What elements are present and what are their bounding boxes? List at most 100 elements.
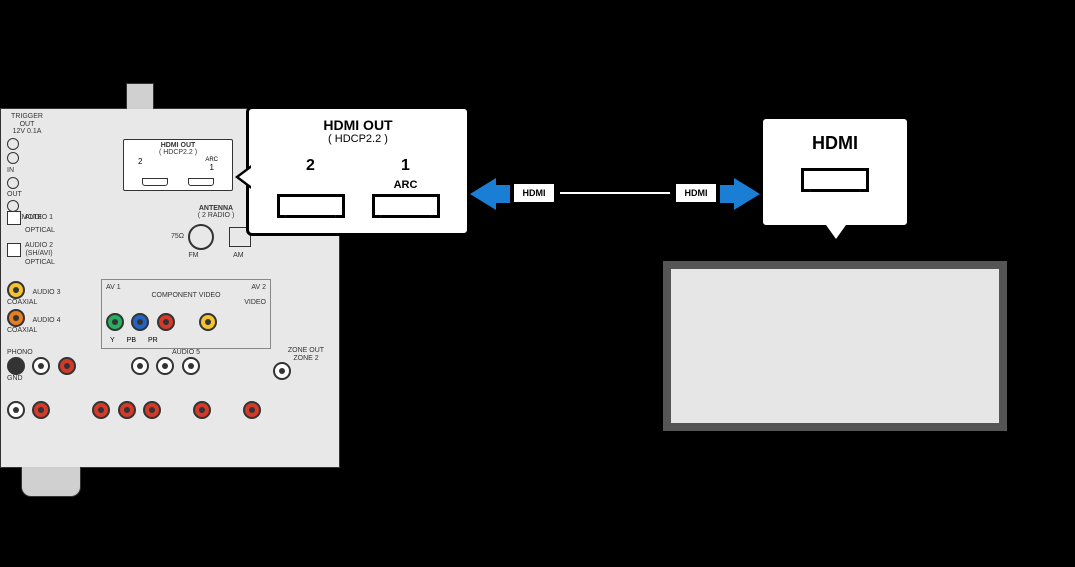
b3 — [92, 401, 110, 419]
trigger-out-label: TRIGGER OUT — [7, 113, 47, 128]
hdmi-out-port-1-num: 1 — [401, 157, 410, 175]
hdmi-small-port-1 — [188, 178, 214, 186]
arrow-to-tv — [734, 178, 760, 210]
hdmi-small-num-2: 2 — [138, 157, 142, 172]
av2-label: AV 2 — [251, 284, 266, 292]
b5 — [143, 401, 161, 419]
receiver-foot — [21, 467, 81, 497]
zone2-label: ZONE 2 — [273, 355, 339, 363]
audio4-label: AUDIO 4 — [32, 317, 60, 324]
optical-label-2: OPTICAL — [25, 259, 87, 267]
hdmi-small-num-1: 1 — [209, 163, 213, 172]
av1-label: AV 1 — [106, 284, 121, 292]
tv — [660, 258, 1010, 464]
hdmi-out-subtitle: ( HDCP2.2 ) — [249, 133, 467, 145]
zone-out-group: ZONE OUT ZONE 2 — [273, 347, 339, 381]
audio2-label: AUDIO 2 — [25, 242, 53, 250]
tv-stand-base — [705, 442, 965, 448]
audio5-group: AUDIO 5 — [131, 349, 241, 375]
hdmi-plug-right-label: HDMI — [685, 188, 708, 198]
hdmi-plug-left-label: HDMI — [523, 188, 546, 198]
trigger-out-group: TRIGGER OUT 12V 0.1A — [7, 113, 47, 166]
hdmi-out-small-sub: ( HDCP2.2 ) — [124, 149, 232, 157]
hdmi-plug-right: HDMI — [674, 182, 718, 204]
hdmi-out-port-1-arc: ARC — [394, 179, 418, 192]
audio3-label: AUDIO 3 — [32, 289, 60, 296]
optical-1 — [7, 211, 21, 225]
remote-in-label: IN — [7, 167, 47, 175]
gnd-label: GND — [7, 375, 97, 383]
audio5-label: AUDIO 5 — [131, 349, 241, 357]
tv-hdmi-port — [801, 168, 869, 192]
phono-l — [32, 357, 50, 375]
arrow-to-receiver — [470, 178, 496, 210]
fm-coax-jack — [188, 224, 214, 250]
y-label: Y — [110, 337, 115, 344]
callout-pointer-down — [823, 225, 849, 243]
a5-2l — [156, 357, 174, 375]
pb-label: PB — [127, 337, 136, 344]
phono-group: PHONO GND — [7, 349, 97, 383]
hdmi-out-port-2 — [277, 194, 345, 218]
coaxial-label-1: COAXIAL — [7, 299, 87, 307]
tv-hdmi-callout: HDMI — [760, 116, 910, 228]
trigger-out-sub: 12V 0.1A — [7, 128, 47, 136]
tv-stand-neck — [810, 434, 860, 442]
hdmi-out-small-title: HDMI OUT — [124, 142, 232, 149]
hdmi-out-port-2-col: 2 — [277, 157, 345, 218]
remote-in-jack — [7, 177, 19, 189]
zone-out-label: ZONE OUT — [273, 347, 339, 355]
b7 — [243, 401, 261, 419]
video-label: VIDEO — [106, 299, 266, 307]
trigger-jack-1 — [7, 138, 19, 150]
hdmi-small-port-2 — [142, 178, 168, 186]
b6 — [193, 401, 211, 419]
audio3-coax — [7, 281, 25, 299]
am-label: AM — [233, 252, 244, 260]
pr-label: PR — [148, 337, 158, 344]
phono-gnd — [7, 357, 25, 375]
optical-2 — [7, 243, 21, 257]
hdmi-plug-left: HDMI — [512, 182, 556, 204]
audio2-sub: (SH/AVI) — [25, 250, 53, 258]
b1 — [7, 401, 25, 419]
b4 — [118, 401, 136, 419]
av2-video — [199, 313, 217, 331]
av1-pr — [157, 313, 175, 331]
phono-r — [58, 357, 76, 375]
zone-l — [273, 362, 291, 380]
audio4-group: AUDIO 4 COAXIAL — [7, 309, 87, 335]
audio4-coax — [7, 309, 25, 327]
hdmi-out-port-2-num: 2 — [306, 157, 315, 175]
antenna-ohm: 75Ω — [171, 233, 184, 241]
hdmi-out-title: HDMI OUT — [249, 117, 467, 133]
coaxial-label-2: COAXIAL — [7, 327, 87, 335]
audio-optical-group: AUDIO 1 OPTICAL AUDIO 2 (SH/AVI) OPTICAL — [7, 209, 87, 266]
a5-3l — [182, 357, 200, 375]
component-label: COMPONENT VIDEO — [106, 292, 266, 300]
remote-out-label: OUT — [7, 191, 47, 199]
fm-label: FM — [188, 252, 198, 260]
hdmi-cable: HDMI HDMI — [470, 174, 760, 214]
component-video-group: AV 1 AV 2 COMPONENT VIDEO VIDEO Y PB PR — [101, 279, 271, 349]
trigger-jack-2 — [7, 152, 19, 164]
callout-pointer-left — [235, 165, 251, 189]
tv-frame — [660, 258, 1010, 434]
a5-1l — [131, 357, 149, 375]
av1-pb — [131, 313, 149, 331]
hdmi-out-callout: HDMI OUT ( HDCP2.2 ) 2 1 ARC — [246, 106, 470, 236]
hdmi-out-port-1 — [372, 194, 440, 218]
hdmi-connection-diagram: TRIGGER OUT 12V 0.1A IN OUT REMOTE HDMI … — [0, 0, 1075, 567]
b2 — [32, 401, 50, 419]
av1-y — [106, 313, 124, 331]
bottom-rca-row — [7, 401, 333, 451]
audio1-label: AUDIO 1 — [25, 214, 53, 222]
cable-line — [560, 190, 670, 196]
tv-screen — [671, 269, 999, 423]
receiver-top-tab — [126, 83, 154, 109]
phono-label: PHONO — [7, 349, 97, 357]
hdmi-out-port-1-col: 1 ARC — [372, 157, 440, 218]
hdmi-out-small-group: HDMI OUT ( HDCP2.2 ) 2 ARC 1 — [123, 139, 233, 191]
tv-hdmi-title: HDMI — [763, 133, 907, 154]
audio3-group: AUDIO 3 COAXIAL — [7, 281, 87, 307]
